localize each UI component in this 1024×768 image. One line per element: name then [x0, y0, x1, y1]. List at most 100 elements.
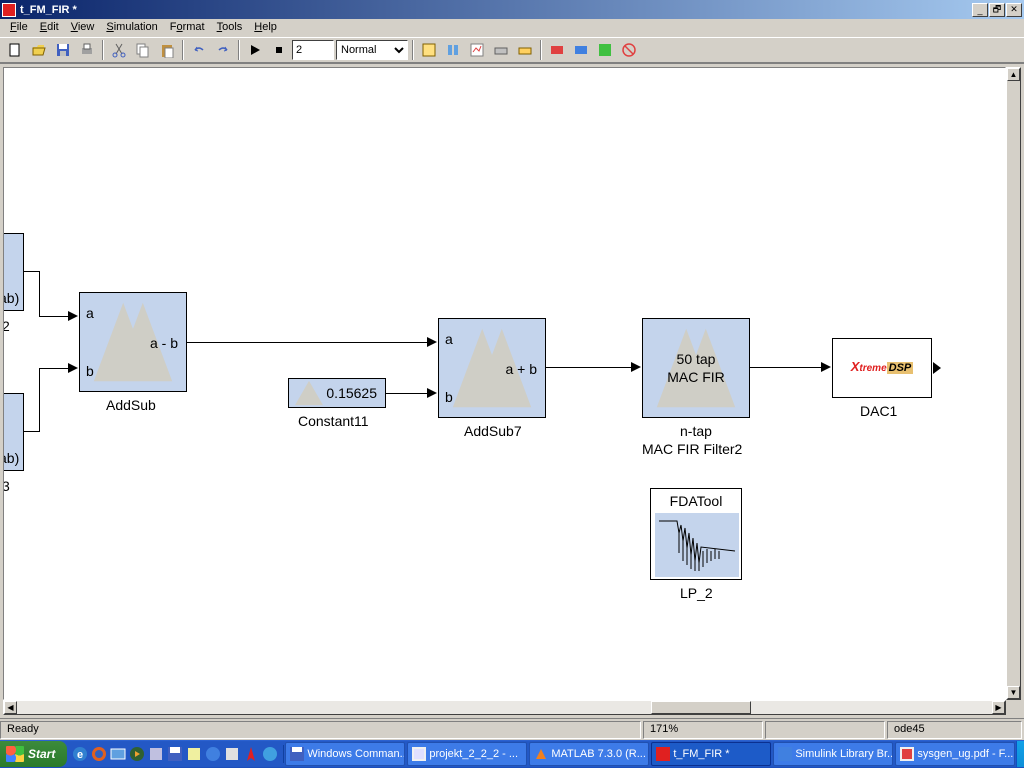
menu-edit[interactable]: Edit [34, 19, 65, 37]
canvas-wrapper: ab) 2 ab) 3 a b a - b AddSub 0.15625 Con… [0, 63, 1024, 718]
stop-button[interactable] [268, 39, 290, 61]
status-solver: ode45 [887, 721, 1022, 739]
statusbar: Ready 171% ode45 [0, 718, 1024, 740]
task-simulink[interactable]: Simulink Library Br... [773, 742, 893, 766]
scroll-right-button[interactable]: ▶ [992, 701, 1005, 714]
system-tray: 6:16 pondělí [1016, 741, 1024, 767]
macfir-label1: n-tap [680, 423, 712, 439]
tool6-button[interactable] [546, 39, 568, 61]
wire [39, 368, 40, 432]
scroll-left-button[interactable]: ◀ [4, 701, 17, 714]
arrowhead-icon [68, 311, 78, 321]
macfir-label2: MAC FIR Filter2 [642, 441, 742, 457]
windows-icon [6, 746, 24, 762]
tool5-button[interactable] [514, 39, 536, 61]
arrowhead-icon [427, 337, 437, 347]
desktop-icon[interactable] [109, 745, 127, 763]
scroll-up-button[interactable]: ▲ [1007, 68, 1020, 81]
tool1-button[interactable] [418, 39, 440, 61]
quicklaunch: e [67, 745, 284, 763]
wire [24, 271, 39, 272]
addsub7-label: AddSub7 [464, 423, 522, 439]
menubar: File Edit View Simulation Format Tools H… [0, 19, 1024, 37]
scroll-thumb[interactable] [651, 701, 751, 714]
app-icon [2, 3, 16, 17]
undo-button[interactable] [188, 39, 210, 61]
task-windows-command[interactable]: Windows Comman... [285, 742, 405, 766]
tool7-button[interactable] [570, 39, 592, 61]
block-addsub7[interactable]: a b a + b [438, 318, 546, 418]
menu-simulation[interactable]: Simulation [100, 19, 163, 37]
app2-icon[interactable] [185, 745, 203, 763]
print-button[interactable] [76, 39, 98, 61]
paste-button[interactable] [156, 39, 178, 61]
titlebar: t_FM_FIR * _ 🗗 ✕ [0, 0, 1024, 19]
block-partial-2[interactable]: ab) [3, 393, 24, 471]
wmp-icon[interactable] [128, 745, 146, 763]
simulation-time-input[interactable] [292, 40, 334, 60]
app3-icon[interactable] [204, 745, 222, 763]
task-projekt[interactable]: projekt_2_2_2 - ... [407, 742, 527, 766]
block-addsub[interactable]: a b a - b [79, 292, 187, 392]
addsub-label: AddSub [106, 397, 156, 413]
dsp-text: DSP [887, 362, 914, 374]
block-constant11[interactable]: 0.15625 [288, 378, 386, 408]
block-partial-1-label: 2 [3, 318, 10, 334]
horizontal-scrollbar[interactable]: ◀ ▶ [3, 700, 1006, 715]
arrowhead-icon [68, 363, 78, 373]
restore-button[interactable]: 🗗 [989, 3, 1005, 17]
open-button[interactable] [28, 39, 50, 61]
tool8-button[interactable] [594, 39, 616, 61]
block-dac1[interactable]: XtremeDSP [832, 338, 932, 398]
arrowhead-icon [427, 388, 437, 398]
menu-file[interactable]: File [4, 19, 34, 37]
start-button[interactable]: Start [0, 741, 67, 767]
block-macfir[interactable]: 50 tap MAC FIR [642, 318, 750, 418]
tool3-button[interactable] [466, 39, 488, 61]
menu-format[interactable]: Format [164, 19, 211, 37]
status-ready: Ready [0, 721, 641, 739]
tool2-button[interactable] [442, 39, 464, 61]
app6-icon[interactable] [261, 745, 279, 763]
redo-button[interactable] [212, 39, 234, 61]
save-button[interactable] [52, 39, 74, 61]
arrowhead-icon [631, 362, 641, 372]
constant11-label: Constant11 [298, 413, 369, 429]
toolbar: Normal [0, 37, 1024, 63]
menu-view[interactable]: View [65, 19, 101, 37]
block-fdatool[interactable]: FDATool [650, 488, 742, 580]
firefox-icon[interactable] [90, 745, 108, 763]
xtreme-text: Xtreme [851, 359, 887, 374]
simulation-mode-select[interactable]: Normal [336, 40, 408, 60]
wire [546, 367, 633, 368]
task-tfmfir[interactable]: t_FM_FIR * [651, 742, 771, 766]
menu-tools[interactable]: Tools [211, 19, 249, 37]
status-zoom: 171% [643, 721, 763, 739]
play-button[interactable] [244, 39, 266, 61]
block-partial-1[interactable]: ab) [3, 233, 24, 311]
menu-help[interactable]: Help [248, 19, 283, 37]
close-button[interactable]: ✕ [1006, 3, 1022, 17]
copy-button[interactable] [132, 39, 154, 61]
cut-button[interactable] [108, 39, 130, 61]
model-canvas[interactable]: ab) 2 ab) 3 a b a - b AddSub 0.15625 Con… [3, 67, 1006, 700]
task-sysgen-pdf[interactable]: sysgen_ug.pdf - F... [895, 742, 1015, 766]
task-matlab[interactable]: MATLAB 7.3.0 (R... [529, 742, 649, 766]
app1-icon[interactable] [147, 745, 165, 763]
tool4-button[interactable] [490, 39, 512, 61]
scroll-down-button[interactable]: ▼ [1007, 686, 1020, 699]
dac-out-arrow [933, 362, 941, 374]
arrowhead-icon [821, 362, 831, 372]
vertical-scrollbar[interactable]: ▲ ▼ [1006, 67, 1021, 700]
ie-icon[interactable]: e [71, 745, 89, 763]
app4-icon[interactable] [223, 745, 241, 763]
block-partial-2-label: 3 [3, 478, 10, 494]
new-button[interactable] [4, 39, 26, 61]
tool9-button[interactable] [618, 39, 640, 61]
save-icon[interactable] [166, 745, 184, 763]
minimize-button[interactable]: _ [972, 3, 988, 17]
wire [24, 431, 39, 432]
taskbar: Start e Windows Comman... projekt_2_2_2 … [0, 740, 1024, 768]
wire [39, 316, 69, 317]
app5-icon[interactable] [242, 745, 260, 763]
